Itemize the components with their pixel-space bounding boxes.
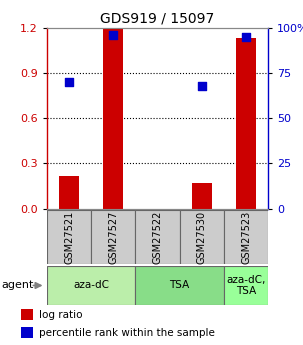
Bar (192, 183, 212, 209)
Point (244, 34, 248, 39)
Text: aza-dC,
TSA: aza-dC, TSA (226, 275, 266, 296)
Text: agent: agent (2, 280, 34, 290)
Bar (91, 210, 135, 264)
Text: GSM27522: GSM27522 (152, 210, 163, 264)
Text: GSM27527: GSM27527 (108, 210, 118, 264)
Bar (103, 29, 123, 209)
Point (67, 79, 72, 85)
Bar (59, 176, 79, 209)
Bar (236, 38, 256, 209)
Point (199, 83, 204, 88)
Bar (180, 210, 224, 264)
Text: GSM27523: GSM27523 (241, 210, 251, 264)
Point (111, 32, 116, 38)
Text: aza-dC: aza-dC (73, 280, 109, 290)
Bar (135, 210, 180, 264)
Text: TSA: TSA (170, 280, 190, 290)
Bar (21, 327, 33, 338)
Title: GDS919 / 15097: GDS919 / 15097 (100, 11, 215, 25)
Bar (224, 210, 268, 264)
Text: log ratio: log ratio (39, 310, 82, 319)
Text: GSM27530: GSM27530 (197, 211, 207, 264)
Bar (224, 266, 268, 305)
Text: GSM27521: GSM27521 (64, 210, 74, 264)
Bar (21, 309, 33, 320)
Bar (47, 266, 135, 305)
Text: percentile rank within the sample: percentile rank within the sample (39, 328, 215, 337)
Bar (135, 266, 224, 305)
Bar (47, 210, 91, 264)
